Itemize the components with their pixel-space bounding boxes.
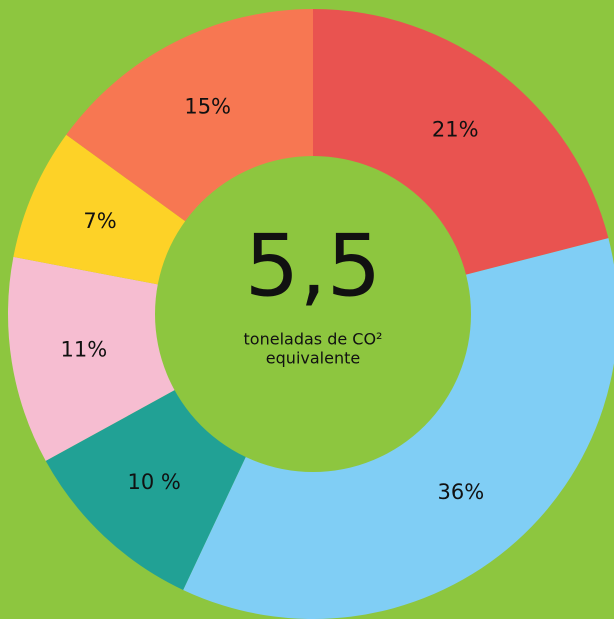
slice-label: 36% — [438, 480, 485, 504]
center-label: equivalente — [266, 349, 360, 368]
center-label: toneladas de CO² — [244, 330, 383, 349]
slice-label: 15% — [184, 94, 231, 118]
donut-hole — [155, 156, 471, 472]
center-value: 5,5 — [245, 216, 382, 316]
slice-label: 21% — [432, 118, 479, 142]
slice-label: 7% — [83, 209, 116, 233]
slice-label: 11% — [61, 337, 108, 361]
slice-label: 10 % — [128, 470, 181, 494]
